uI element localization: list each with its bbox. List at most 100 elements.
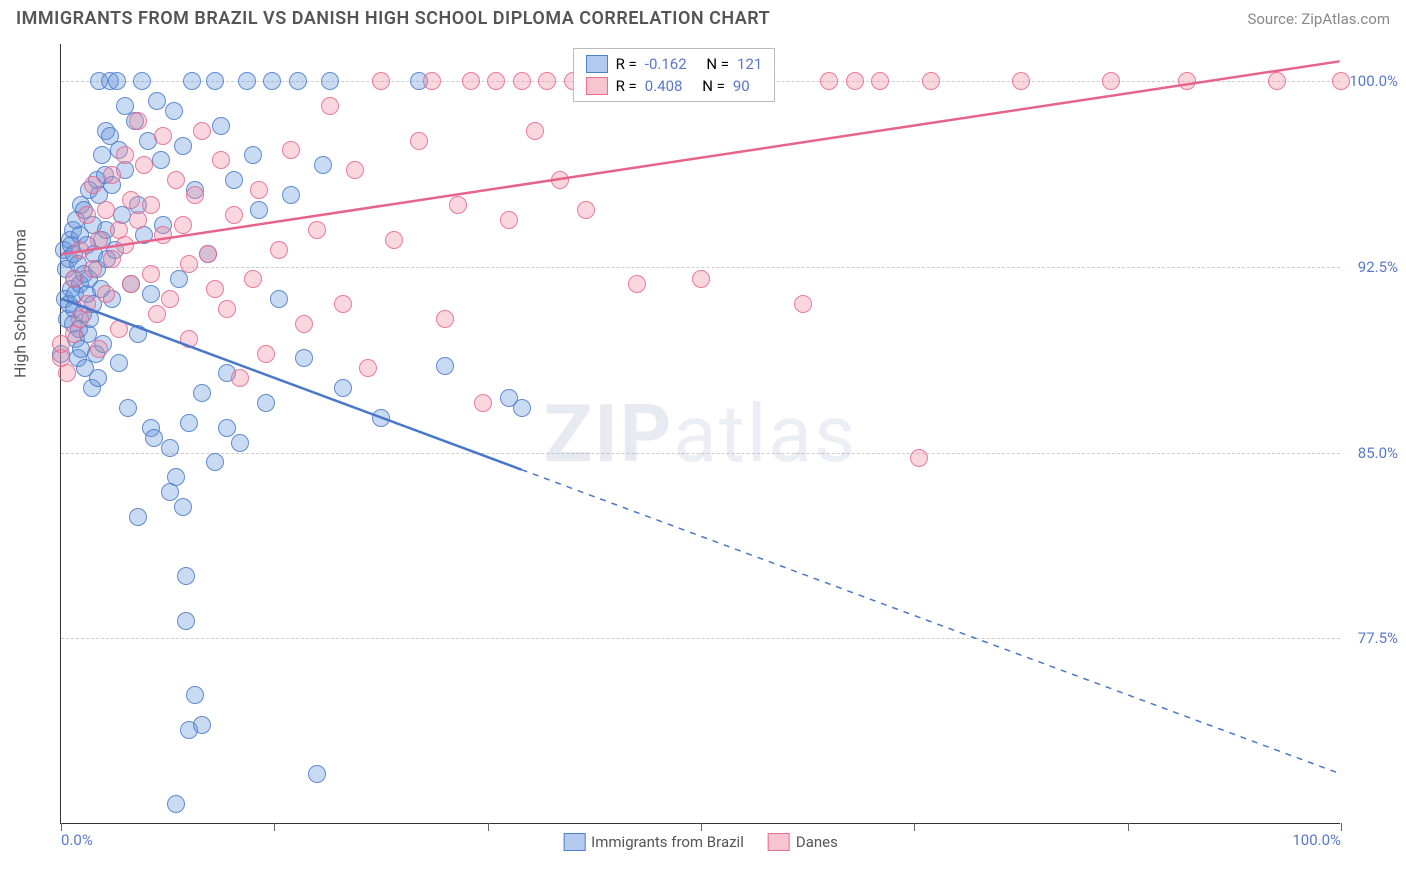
scatter-point bbox=[177, 567, 195, 585]
scatter-point bbox=[103, 166, 121, 184]
scatter-point bbox=[154, 226, 172, 244]
scatter-point bbox=[1332, 72, 1350, 90]
scatter-point bbox=[263, 72, 281, 90]
scatter-point bbox=[129, 112, 147, 130]
scatter-point bbox=[193, 122, 211, 140]
scatter-point bbox=[152, 151, 170, 169]
legend-swatch-blue bbox=[586, 55, 608, 73]
chart-source: Source: ZipAtlas.com bbox=[1247, 10, 1390, 28]
scatter-point bbox=[250, 201, 268, 219]
scatter-point bbox=[186, 186, 204, 204]
scatter-point bbox=[436, 310, 454, 328]
series-legend: Immigrants from Brazil Danes bbox=[563, 833, 838, 851]
x-tick bbox=[701, 823, 702, 831]
scatter-point bbox=[308, 765, 326, 783]
watermark-light: atlas bbox=[673, 387, 857, 481]
scatter-point bbox=[110, 354, 128, 372]
scatter-point bbox=[142, 265, 160, 283]
scatter-point bbox=[174, 137, 192, 155]
x-tick bbox=[1341, 823, 1342, 831]
scatter-point bbox=[372, 72, 390, 90]
scatter-point bbox=[359, 359, 377, 377]
scatter-point bbox=[270, 290, 288, 308]
scatter-point bbox=[270, 241, 288, 259]
scatter-point bbox=[193, 384, 211, 402]
scatter-point bbox=[71, 241, 89, 259]
scatter-point bbox=[177, 612, 195, 630]
chart-header: IMMIGRANTS FROM BRAZIL VS DANISH HIGH SC… bbox=[0, 0, 1406, 33]
scatter-point bbox=[551, 171, 569, 189]
gridline-h bbox=[61, 638, 1340, 639]
scatter-point bbox=[154, 127, 172, 145]
plot-area: ZIPatlas R = -0.162 N = 121 R = 0.408 N … bbox=[60, 44, 1340, 824]
scatter-point bbox=[122, 275, 140, 293]
chart-container: High School Diploma ZIPatlas R = -0.162 … bbox=[48, 44, 1388, 842]
scatter-point bbox=[90, 231, 108, 249]
scatter-point bbox=[449, 196, 467, 214]
scatter-point bbox=[167, 795, 185, 813]
scatter-point bbox=[89, 369, 107, 387]
scatter-point bbox=[122, 191, 140, 209]
legend-swatch-blue bbox=[563, 833, 585, 851]
r-label: R = bbox=[616, 55, 637, 73]
scatter-point bbox=[334, 379, 352, 397]
n-label: N = bbox=[702, 77, 725, 95]
scatter-point bbox=[257, 394, 275, 412]
scatter-point bbox=[577, 201, 595, 219]
scatter-point bbox=[922, 72, 940, 90]
scatter-point bbox=[410, 132, 428, 150]
scatter-point bbox=[174, 498, 192, 516]
scatter-point bbox=[225, 206, 243, 224]
scatter-point bbox=[58, 364, 76, 382]
scatter-point bbox=[334, 295, 352, 313]
scatter-point bbox=[346, 161, 364, 179]
scatter-point bbox=[628, 275, 646, 293]
scatter-point bbox=[142, 196, 160, 214]
scatter-point bbox=[206, 72, 224, 90]
scatter-point bbox=[108, 72, 126, 90]
scatter-point bbox=[167, 171, 185, 189]
scatter-point bbox=[462, 72, 480, 90]
scatter-point bbox=[161, 439, 179, 457]
scatter-point bbox=[436, 357, 454, 375]
scatter-point bbox=[148, 92, 166, 110]
scatter-point bbox=[385, 231, 403, 249]
legend-swatch-pink bbox=[768, 833, 790, 851]
scatter-point bbox=[225, 171, 243, 189]
watermark: ZIPatlas bbox=[544, 387, 857, 481]
scatter-point bbox=[871, 72, 889, 90]
scatter-point bbox=[910, 449, 928, 467]
scatter-point bbox=[186, 686, 204, 704]
scatter-point bbox=[308, 221, 326, 239]
n-label: N = bbox=[706, 55, 729, 73]
y-tick-label: 92.5% bbox=[1358, 258, 1398, 276]
scatter-point bbox=[289, 72, 307, 90]
scatter-point bbox=[206, 453, 224, 471]
scatter-point bbox=[90, 340, 108, 358]
scatter-point bbox=[180, 255, 198, 273]
scatter-point bbox=[180, 330, 198, 348]
scatter-point bbox=[97, 201, 115, 219]
scatter-point bbox=[1102, 72, 1120, 90]
trend-line-solid bbox=[61, 299, 521, 470]
chart-title: IMMIGRANTS FROM BRAZIL VS DANISH HIGH SC… bbox=[16, 8, 770, 29]
x-tick-label: 0.0% bbox=[61, 831, 93, 849]
scatter-point bbox=[129, 211, 147, 229]
scatter-point bbox=[487, 72, 505, 90]
scatter-point bbox=[321, 97, 339, 115]
legend-row-series1: R = -0.162 N = 121 bbox=[586, 53, 763, 75]
x-tick bbox=[274, 823, 275, 831]
scatter-point bbox=[295, 315, 313, 333]
x-tick bbox=[61, 823, 62, 831]
scatter-point bbox=[193, 716, 211, 734]
scatter-point bbox=[180, 414, 198, 432]
scatter-point bbox=[65, 270, 83, 288]
scatter-point bbox=[116, 236, 134, 254]
scatter-point bbox=[206, 280, 224, 298]
scatter-point bbox=[1012, 72, 1030, 90]
scatter-point bbox=[1268, 72, 1286, 90]
y-axis-label: High School Diploma bbox=[11, 229, 30, 378]
scatter-point bbox=[165, 102, 183, 120]
scatter-point bbox=[183, 72, 201, 90]
legend-row-series2: R = 0.408 N = 90 bbox=[586, 75, 763, 97]
